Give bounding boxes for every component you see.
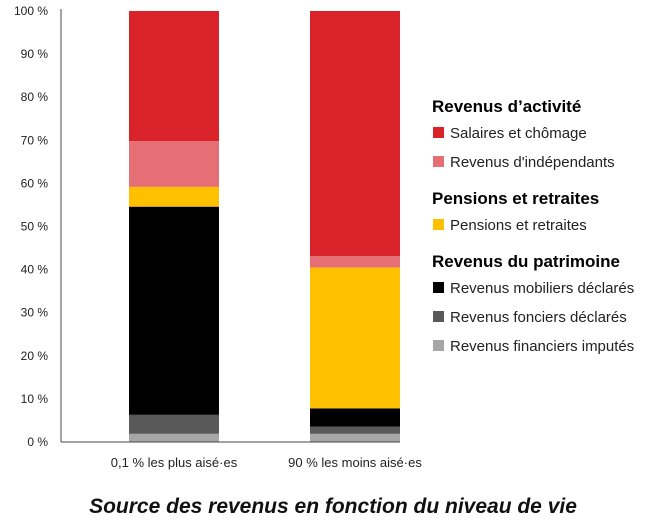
bar-segment (129, 414, 219, 434)
bar-segment (310, 408, 400, 427)
y-tick-label: 10 % (21, 392, 49, 406)
y-tick-label: 90 % (21, 47, 49, 61)
y-tick-label: 60 % (21, 176, 49, 190)
y-tick-label: 50 % (21, 220, 49, 234)
legend-label: Revenus financiers imputés (450, 338, 634, 355)
legend-group-title: Revenus d’activité (432, 97, 581, 116)
legend-swatch (433, 219, 444, 230)
bar-segment (310, 433, 400, 442)
bar-segment (129, 433, 219, 442)
legend-group-title: Revenus du patrimoine (432, 252, 620, 271)
bar-segment (310, 256, 400, 268)
legend-label: Revenus mobiliers déclarés (450, 280, 634, 297)
y-tick-label: 30 % (21, 306, 49, 320)
y-tick-label: 0 % (27, 435, 48, 449)
bar-segment (310, 267, 400, 409)
x-tick-label: 0,1 % les plus aisé·es (111, 455, 238, 470)
legend-label: Pensions et retraites (450, 217, 587, 234)
y-tick-label: 100 % (14, 4, 48, 18)
bar-segment (129, 141, 219, 187)
chart-title: Source des revenus en fonction du niveau… (89, 495, 577, 518)
legend-swatch (433, 311, 444, 322)
bar-segment (310, 11, 400, 257)
bar-segment (129, 206, 219, 415)
bar-segment (310, 426, 400, 434)
legend-swatch (433, 282, 444, 293)
y-tick-label: 20 % (21, 349, 49, 363)
y-tick-label: 70 % (21, 133, 49, 147)
bar-segment (129, 186, 219, 207)
legend-swatch (433, 127, 444, 138)
legend-label: Revenus d'indépendants (450, 154, 615, 171)
x-tick-label: 90 % les moins aisé·es (288, 455, 422, 470)
legend-label: Salaires et chômage (450, 125, 587, 142)
legend-swatch (433, 156, 444, 167)
y-tick-label: 40 % (21, 263, 49, 277)
legend-swatch (433, 340, 444, 351)
y-tick-label: 80 % (21, 90, 49, 104)
legend-label: Revenus fonciers déclarés (450, 309, 627, 326)
bar-segment (129, 11, 219, 142)
legend-group-title: Pensions et retraites (432, 189, 599, 208)
